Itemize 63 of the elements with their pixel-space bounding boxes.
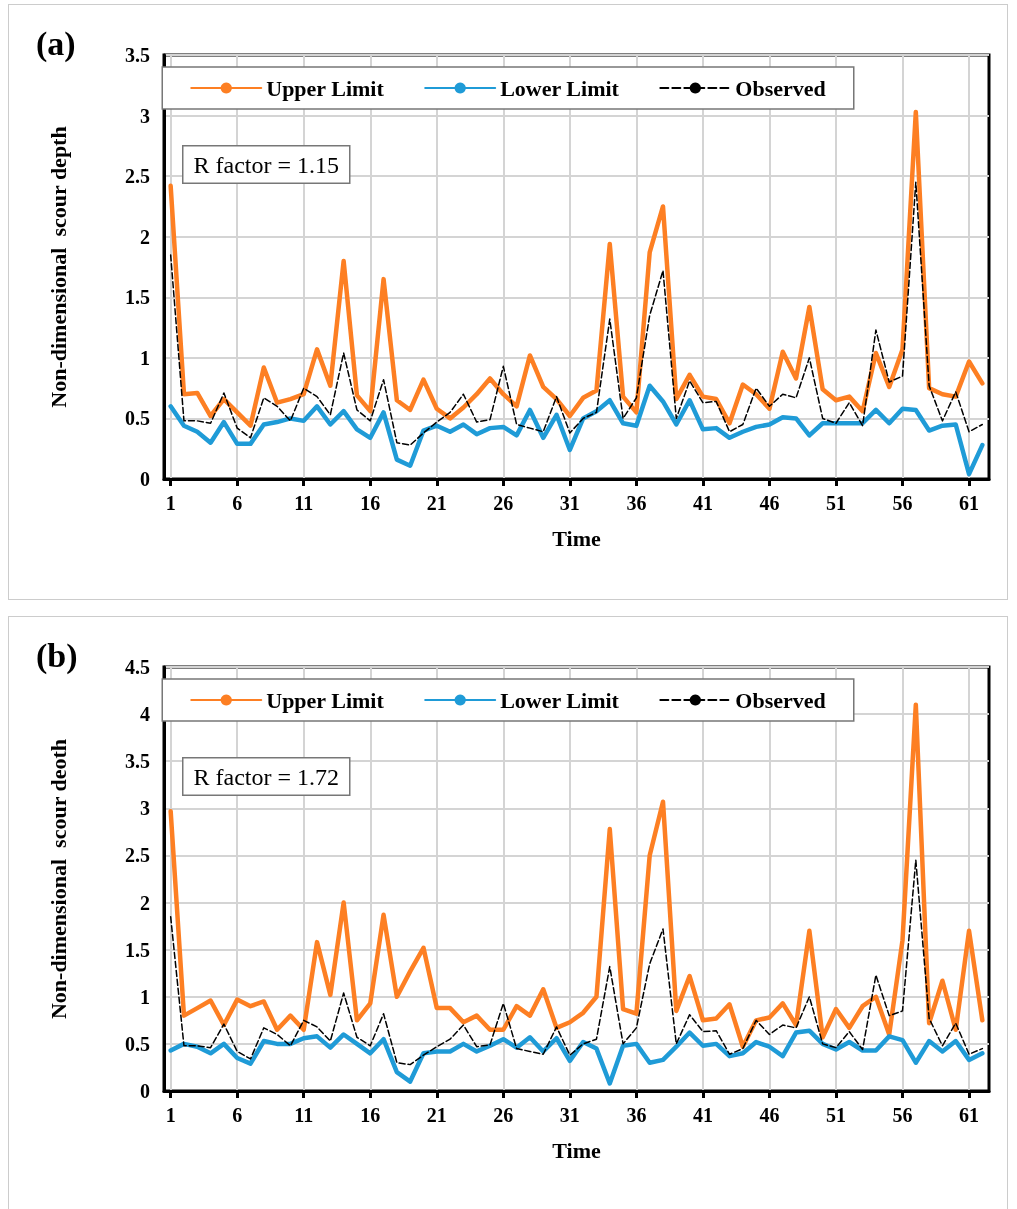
y-tick-label: 4.5 — [125, 656, 150, 678]
x-axis-title: Time — [552, 525, 601, 551]
y-tick-label: 1.5 — [125, 286, 150, 309]
line-series — [168, 109, 985, 428]
x-axis-title: Time — [552, 1137, 601, 1163]
x-tick-label: 21 — [426, 1104, 447, 1126]
y-tick-label: 2.5 — [125, 165, 150, 188]
y-tick-label: 1 — [140, 346, 150, 369]
x-tick-label: 11 — [294, 1104, 314, 1126]
y-tick-label: 0 — [140, 1080, 150, 1102]
y-tick-label: 2 — [140, 225, 150, 248]
x-tick-label: 31 — [559, 1104, 580, 1126]
x-tick-label: 46 — [759, 492, 780, 514]
x-tick-label: 46 — [759, 1104, 780, 1126]
x-tick-label: 61 — [959, 1104, 980, 1126]
annotation: R factor = 1.15 — [193, 151, 339, 178]
y-axis-title: Non-dimensional scour deoth — [45, 738, 71, 1020]
legend-label: Lower Limit — [500, 75, 620, 101]
y-tick-label: 3.5 — [125, 44, 150, 66]
x-tick-label: 26 — [493, 492, 514, 514]
x-tick-label: 6 — [232, 492, 243, 514]
y-tick-label: 3 — [140, 797, 150, 820]
chart-title: (b) — [36, 636, 78, 675]
y-tick-label: 4 — [140, 703, 150, 726]
x-tick-label: 26 — [493, 1104, 514, 1126]
y-tick-label: 0 — [140, 468, 150, 490]
x-tick-label: 16 — [360, 492, 381, 514]
line-series — [169, 859, 984, 1066]
x-tick-label: 51 — [825, 492, 846, 514]
y-tick-label: 3.5 — [125, 750, 150, 773]
x-tick-label: 41 — [692, 492, 713, 514]
line-series — [168, 383, 985, 477]
x-tick-label: 36 — [626, 492, 647, 514]
x-tick-label: 61 — [959, 492, 980, 514]
x-tick-label: 56 — [892, 492, 913, 514]
x-tick-label: 56 — [892, 1104, 913, 1126]
line-series — [168, 1028, 985, 1086]
x-tick-label: 21 — [426, 492, 447, 514]
y-tick-label: 0.5 — [125, 1032, 150, 1055]
x-tick-label: 16 — [360, 1104, 381, 1126]
x-tick-label: 41 — [692, 1104, 713, 1126]
chart-title: (a) — [36, 24, 76, 63]
x-tick-label: 1 — [165, 1104, 176, 1126]
legend-label: Observed — [735, 687, 826, 713]
y-axis-title: Non-dimensional scour depth — [45, 126, 71, 408]
x-tick-label: 51 — [825, 1104, 846, 1126]
y-tick-label: 0.5 — [125, 407, 150, 430]
legend-label: Observed — [735, 75, 826, 101]
x-tick-label: 36 — [626, 1104, 647, 1126]
y-tick-label: 3 — [140, 104, 150, 127]
y-tick-label: 1.5 — [125, 938, 150, 961]
legend-label: Upper Limit — [266, 75, 385, 101]
x-tick-label: 31 — [559, 492, 580, 514]
line-series — [169, 181, 984, 446]
x-tick-label: 1 — [165, 492, 176, 514]
x-tick-label: 6 — [232, 1104, 243, 1126]
y-tick-label: 2.5 — [125, 844, 150, 867]
legend-label: Lower Limit — [500, 687, 620, 713]
annotation: R factor = 1.72 — [193, 763, 339, 790]
y-tick-label: 1 — [140, 985, 150, 1008]
legend-label: Upper Limit — [266, 687, 385, 713]
x-tick-label: 11 — [294, 492, 314, 514]
y-tick-label: 2 — [140, 891, 150, 914]
